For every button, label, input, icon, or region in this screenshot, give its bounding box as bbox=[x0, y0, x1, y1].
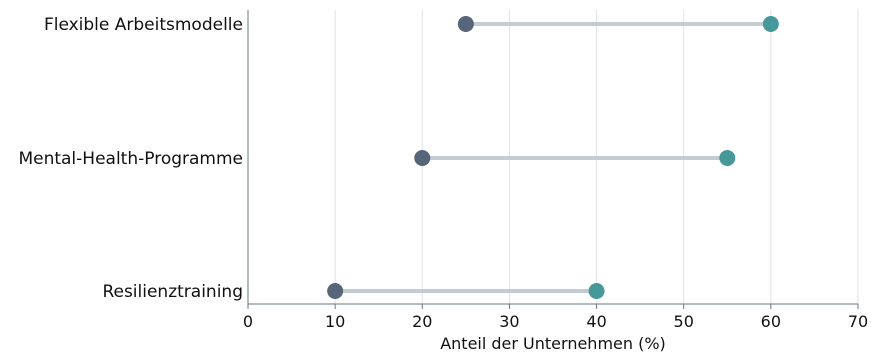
x-axis-title: Anteil der Unternehmen (%) bbox=[440, 334, 666, 353]
x-tick-label: 30 bbox=[499, 312, 519, 331]
category-labels: Flexible Arbeitsmodelle Mental-Health-Pro… bbox=[18, 15, 243, 302]
x-tick-label: 40 bbox=[586, 312, 606, 331]
x-tick-label: 0 bbox=[243, 312, 253, 331]
data-point-low bbox=[327, 283, 344, 299]
data-points bbox=[327, 16, 779, 299]
category-label: Flexible Arbeitsmodelle bbox=[44, 15, 243, 35]
data-point-high bbox=[588, 283, 605, 299]
x-tick-label: 70 bbox=[848, 312, 868, 331]
category-label: Resilienztraining bbox=[102, 282, 243, 302]
x-tick-label: 50 bbox=[674, 312, 694, 331]
data-point-high bbox=[719, 150, 736, 166]
x-tick-label: 20 bbox=[412, 312, 432, 331]
x-tick-label: 10 bbox=[325, 312, 345, 331]
data-point-low bbox=[414, 150, 431, 166]
x-ticks: 0 10 20 30 40 50 60 70 bbox=[243, 304, 868, 331]
x-tick-label: 60 bbox=[761, 312, 781, 331]
data-point-low bbox=[457, 16, 474, 32]
data-point-high bbox=[762, 16, 779, 32]
connector-lines bbox=[333, 22, 773, 293]
axes bbox=[247, 10, 858, 305]
category-label: Mental-Health-Programme bbox=[18, 149, 243, 169]
